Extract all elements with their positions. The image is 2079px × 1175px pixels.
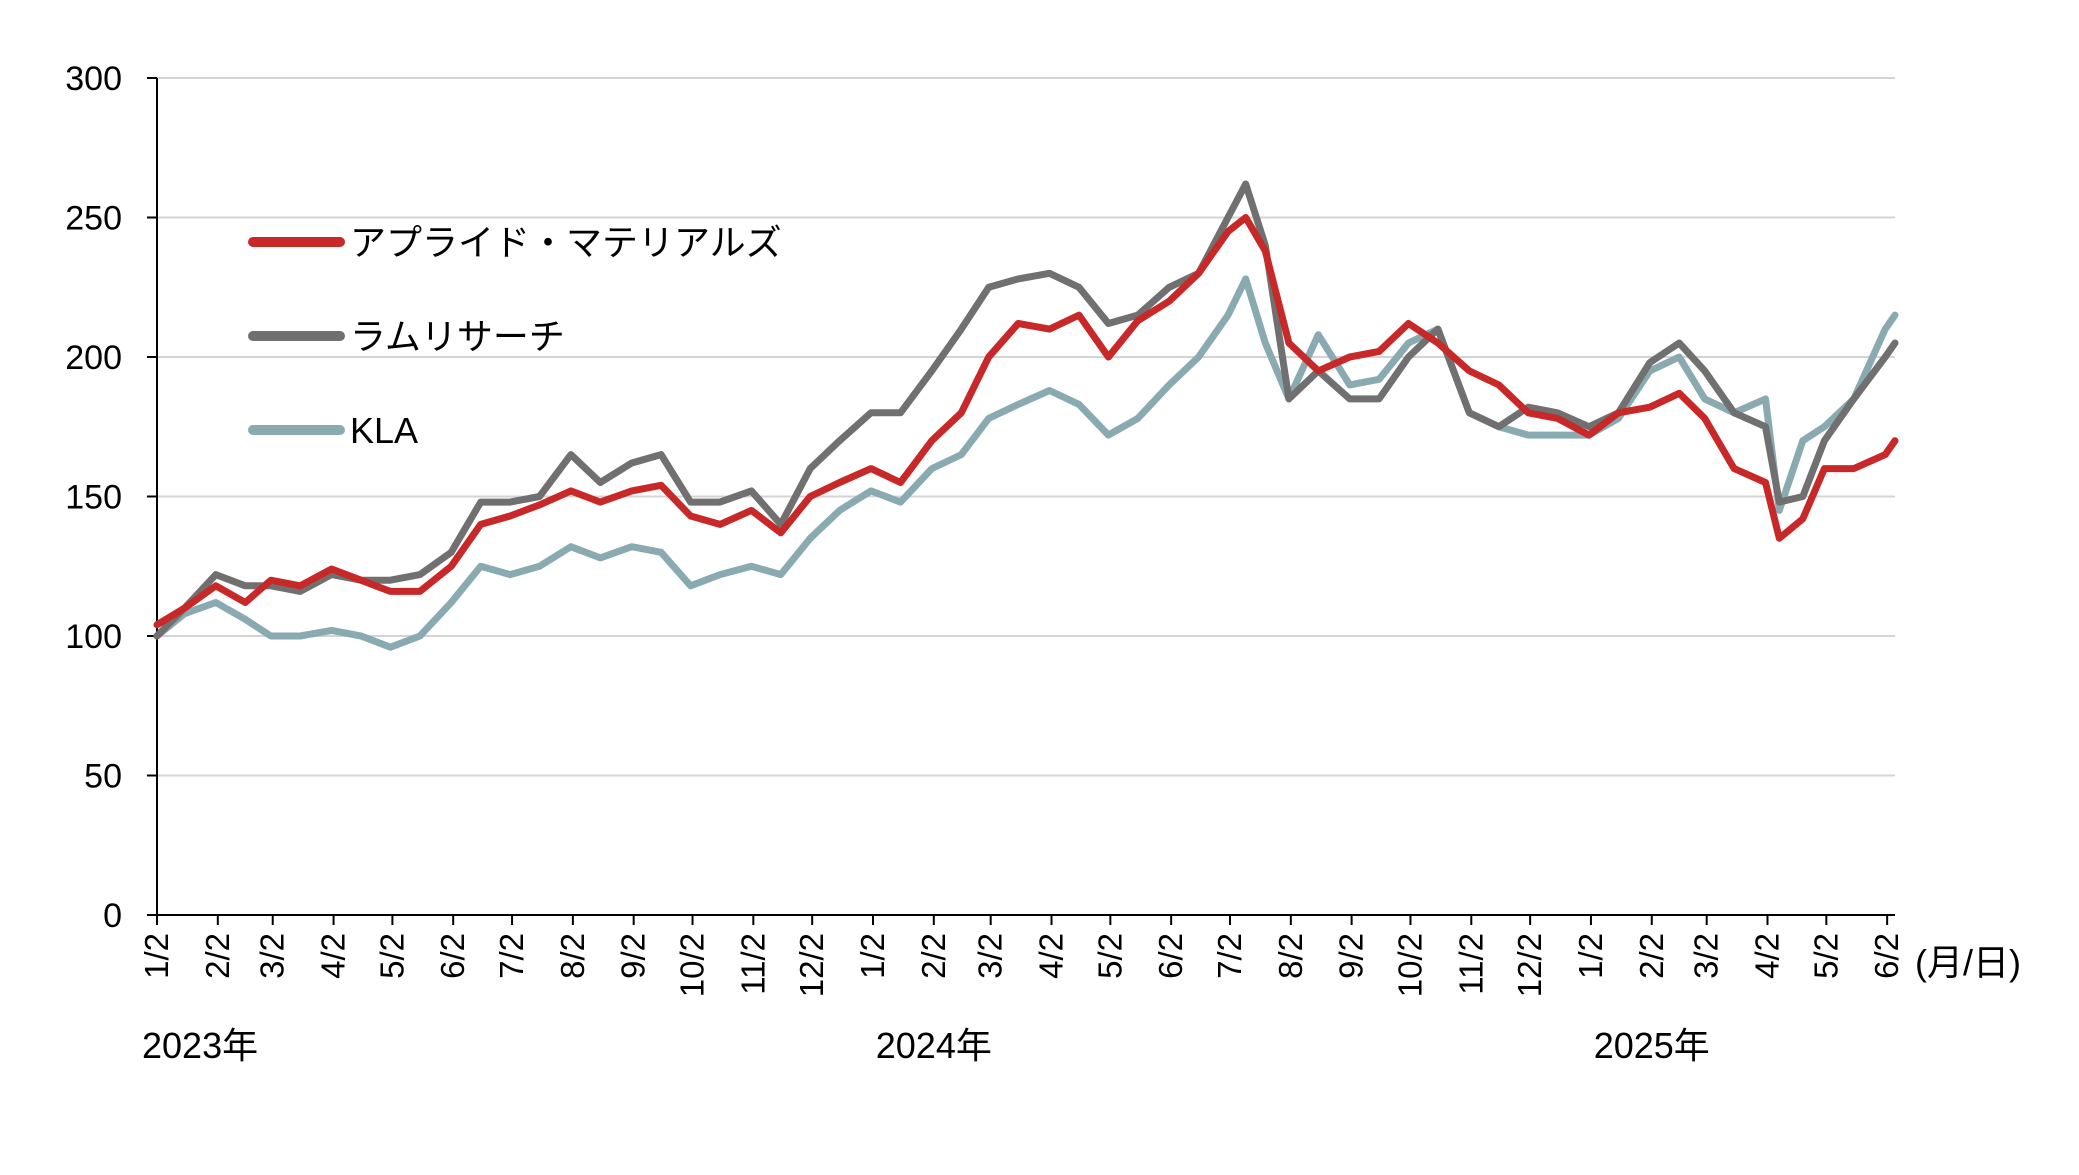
series-lines	[153, 180, 1899, 651]
x-tick-label: 6/2	[1868, 933, 1905, 979]
x-tick-label: 1/2	[1572, 933, 1609, 979]
series-line-1	[153, 214, 1899, 629]
y-tick-label: 0	[103, 897, 122, 935]
y-tick-label: 50	[84, 758, 122, 796]
x-tick-label: 8/2	[554, 933, 591, 979]
series-line-3	[153, 275, 1899, 651]
x-tick-label: 6/2	[1152, 933, 1189, 979]
x-tick-label: 2/2	[1633, 933, 1670, 979]
axes	[147, 77, 1895, 925]
x-tick-label: 11/2	[734, 933, 771, 995]
x-tick-label: 9/2	[615, 933, 652, 979]
x-tick-label: 5/2	[373, 933, 410, 979]
axis-labels: 0 50 100 150 200 250 300 1/2 2/2 3/2 4/2 5/2 6/2 7/2 8…	[65, 60, 2021, 1066]
x-tick-label: 8/2	[1272, 933, 1309, 979]
x-tick-label: 4/2	[1748, 933, 1785, 979]
x-tick-label: 3/2	[972, 933, 1009, 979]
x-unit-label: (月/日)	[1915, 942, 2021, 983]
legend-label-1: アプライド・マテリアルズ	[350, 222, 782, 263]
x-tick-label: 1/2	[138, 933, 175, 979]
x-tick-label: 3/2	[254, 933, 291, 979]
x-tick-label: 10/2	[674, 933, 711, 997]
x-tick-label: 5/2	[1807, 933, 1844, 979]
year-label: 2023年	[142, 1025, 258, 1066]
x-tick-label: 2/2	[915, 933, 952, 979]
legend-label-2: ラムリサーチ	[350, 316, 565, 357]
y-tick-label: 200	[65, 339, 122, 377]
x-tick-label: 4/2	[315, 933, 352, 979]
x-tick-label: 11/2	[1452, 933, 1489, 995]
x-tick-label: 9/2	[1333, 933, 1370, 979]
year-label: 2025年	[1594, 1025, 1710, 1066]
x-tick-label: 5/2	[1091, 933, 1128, 979]
x-tick-label: 7/2	[1211, 933, 1248, 979]
x-tick-label: 1/2	[854, 933, 891, 979]
x-tick-label: 12/2	[1511, 933, 1548, 997]
y-tick-label: 250	[65, 200, 122, 238]
gridlines	[157, 77, 1895, 777]
y-tick-label: 100	[65, 618, 122, 656]
year-label: 2024年	[876, 1025, 992, 1066]
legend-label-3: KLA	[350, 410, 418, 451]
x-tick-label: 10/2	[1391, 933, 1428, 997]
x-tick-label: 12/2	[793, 933, 830, 997]
x-tick-label: 4/2	[1033, 933, 1070, 979]
x-tick-label: 7/2	[493, 933, 530, 979]
series-line-2	[153, 180, 1899, 640]
y-tick-label: 150	[65, 479, 122, 517]
x-tick-label: 2/2	[199, 933, 236, 979]
x-tick-label: 3/2	[1688, 933, 1725, 979]
y-tick-label: 300	[65, 60, 122, 98]
x-tick-label: 6/2	[434, 933, 471, 979]
